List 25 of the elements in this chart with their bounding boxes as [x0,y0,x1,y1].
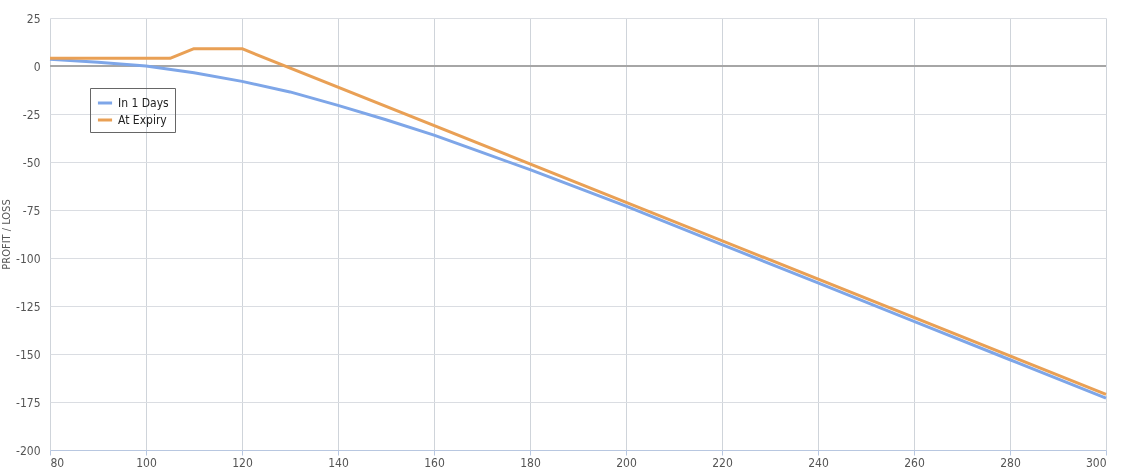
x-tick-label: 100 [136,455,157,470]
y-tick-label: -100 [16,251,41,266]
legend-label: In 1 Days [118,96,170,110]
y-axis-title: PROFIT / LOSS [0,199,13,270]
y-tick-label: -25 [22,107,41,122]
x-tick-label: 140 [328,455,349,470]
y-tick-label: -75 [22,203,41,218]
y-tick-label: -150 [16,347,41,362]
y-tick-label: 0 [33,59,41,74]
y-tick-label: -175 [16,395,41,410]
x-tick-label: 120 [232,455,253,470]
x-tick-label: 80 [50,455,65,470]
x-tick-label: 180 [520,455,541,470]
x-tick-label: 260 [904,455,925,470]
y-tick-label: 25 [26,11,41,26]
x-tick-label: 200 [616,455,637,470]
x-tick-label: 300 [1085,455,1107,470]
x-tick-label: 220 [712,455,733,470]
x-tick-label: 240 [808,455,829,470]
y-tick-label: -50 [22,155,41,170]
y-tick-label: -200 [16,443,41,458]
y-tick-label: -125 [16,299,41,314]
x-tick-label: 280 [1000,455,1021,470]
legend-label: At Expiry [118,113,168,127]
x-tick-label: 160 [424,455,445,470]
